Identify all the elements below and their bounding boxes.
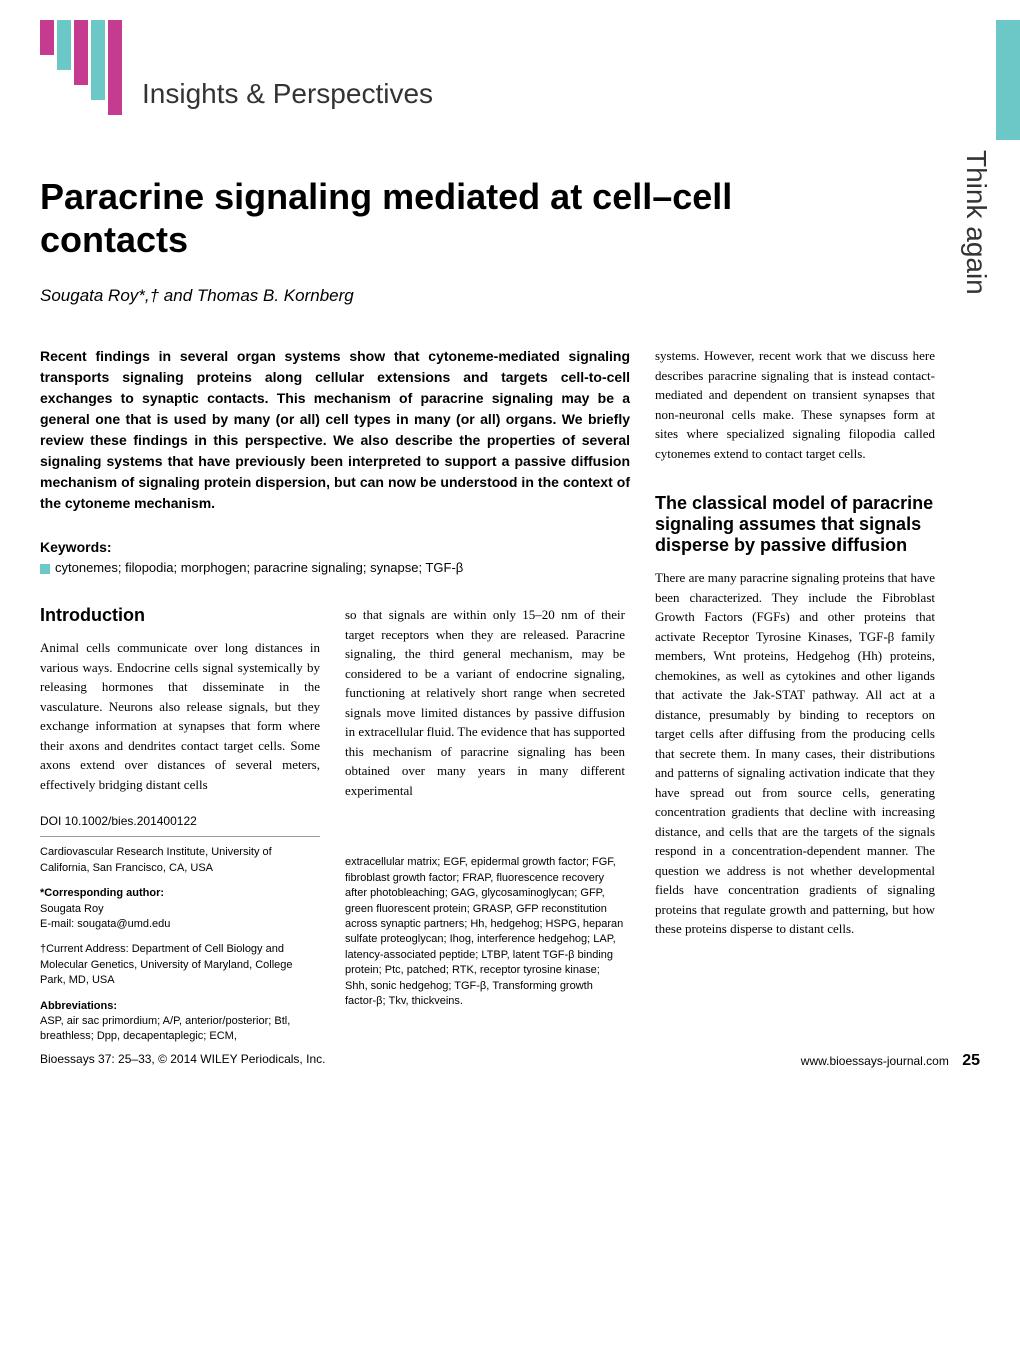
right-column: systems. However, recent work that we di… — [655, 346, 935, 1054]
abbreviations-text-2: extracellular matrix; EGF, epidermal gro… — [345, 855, 625, 1009]
right-paragraph-1: systems. However, recent work that we di… — [655, 346, 935, 463]
keywords-text: cytonemes; filopodia; morphogen; paracri… — [55, 560, 463, 575]
right-paragraph-2: There are many paracrine signaling prote… — [655, 568, 935, 939]
page-footer: Bioessays 37: 25–33, © 2014 WILEY Period… — [40, 1052, 980, 1070]
divider — [40, 836, 320, 837]
article-title: Paracrine signaling mediated at cell–cel… — [40, 175, 790, 261]
abstract-text: Recent findings in several organ systems… — [40, 346, 630, 514]
corresponding-block: *Corresponding author: Sougata Roy E-mai… — [40, 886, 320, 932]
current-address: †Current Address: Department of Cell Bio… — [40, 942, 320, 988]
abbrev-block-1: Abbreviations: ASP, air sac primordium; … — [40, 999, 320, 1045]
intro-paragraph-2: so that signals are within only 15–20 nm… — [345, 605, 625, 800]
journal-header: Insights & Perspectives — [40, 20, 980, 115]
intro-paragraph-1: Animal cells communicate over long dista… — [40, 638, 320, 794]
keywords-label: Keywords: — [40, 539, 630, 555]
corresponding-label: *Corresponding author: — [40, 887, 164, 899]
corresponding-name: Sougata Roy — [40, 903, 104, 915]
abbreviations-label: Abbreviations: — [40, 1000, 117, 1012]
footer-left: Bioessays 37: 25–33, © 2014 WILEY Period… — [40, 1052, 325, 1070]
doi-text: DOI 10.1002/bies.201400122 — [40, 814, 320, 828]
keywords-list: cytonemes; filopodia; morphogen; paracri… — [40, 560, 630, 575]
authors-line: Sougata Roy*,† and Thomas B. Kornberg — [40, 286, 980, 306]
page-container: Think again Insights & Perspectives Para… — [0, 0, 1020, 1095]
side-category-label: Think again — [960, 150, 992, 295]
footer-right: www.bioessays-journal.com 25 — [801, 1052, 980, 1070]
introduction-heading: Introduction — [40, 605, 320, 626]
side-tab-decoration — [996, 20, 1020, 140]
journal-logo-bars-icon — [40, 20, 122, 115]
intro-column-1: Introduction Animal cells communicate ov… — [40, 605, 320, 1054]
footer-url: www.bioessays-journal.com — [801, 1054, 949, 1068]
classical-model-heading: The classical model of paracrine signali… — [655, 493, 935, 556]
corresponding-email: E-mail: sougata@umd.edu — [40, 918, 170, 930]
page-number: 25 — [962, 1052, 980, 1069]
content-columns: Recent findings in several organ systems… — [40, 346, 960, 1054]
keyword-marker-icon — [40, 564, 50, 574]
section-label: Insights & Perspectives — [142, 78, 433, 110]
abbreviations-text-1: ASP, air sac primordium; A/P, anterior/p… — [40, 1015, 290, 1042]
intro-column-2: so that signals are within only 15–20 nm… — [345, 605, 625, 1054]
affiliation-text: Cardiovascular Research Institute, Unive… — [40, 845, 320, 876]
intro-two-columns: Introduction Animal cells communicate ov… — [40, 605, 630, 1054]
left-content-block: Recent findings in several organ systems… — [40, 346, 630, 1054]
